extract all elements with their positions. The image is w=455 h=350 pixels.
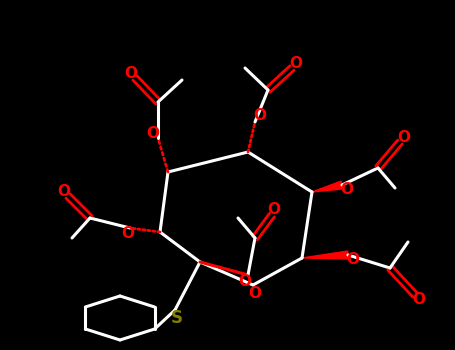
- Text: O: O: [398, 130, 410, 145]
- Text: O: O: [57, 183, 71, 198]
- Text: O: O: [125, 65, 137, 80]
- Text: O: O: [121, 226, 135, 242]
- Text: O: O: [147, 126, 160, 140]
- Text: O: O: [268, 202, 280, 217]
- Text: O: O: [289, 56, 303, 70]
- Text: O: O: [413, 293, 425, 308]
- Text: O: O: [238, 274, 252, 289]
- Polygon shape: [312, 181, 343, 192]
- Text: O: O: [347, 252, 359, 266]
- Text: S: S: [171, 309, 183, 327]
- Polygon shape: [302, 251, 348, 259]
- Text: O: O: [248, 286, 262, 301]
- Text: O: O: [253, 108, 267, 124]
- Text: O: O: [340, 182, 354, 196]
